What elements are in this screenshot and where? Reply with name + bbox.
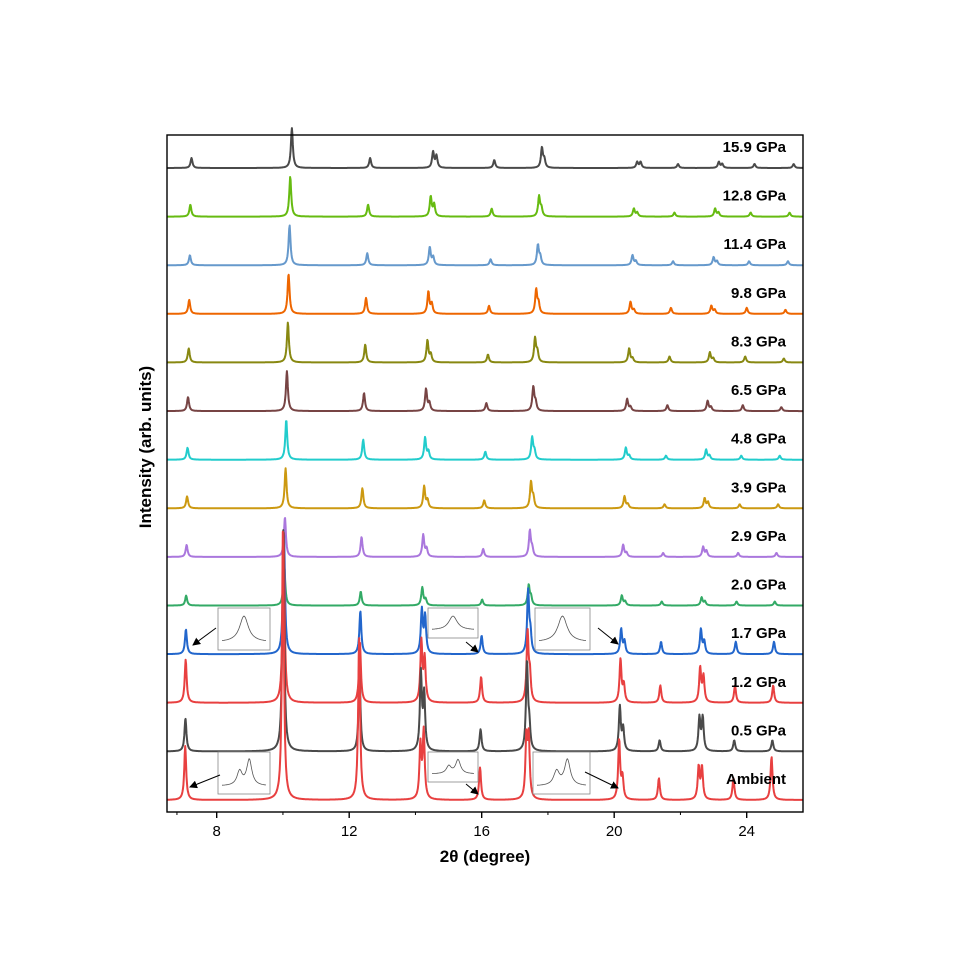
- inset-frame: [217, 607, 271, 651]
- series-label: 1.7 GPa: [731, 625, 787, 642]
- inset-frame: [427, 751, 479, 783]
- inset-arrow: [192, 627, 217, 646]
- series-line: [166, 420, 804, 461]
- series-line: [166, 530, 804, 801]
- series-line: [166, 531, 804, 704]
- axes: 8 12 16 20 24: [166, 134, 804, 840]
- x-axis-title: 2θ (degree): [440, 847, 530, 866]
- series-label: 15.9 GPa: [723, 139, 787, 156]
- series-line: [166, 127, 804, 169]
- x-tick-label: 16: [473, 823, 490, 840]
- x-tick-label: 24: [738, 823, 755, 840]
- inset-curve: [538, 615, 587, 641]
- zoom-inset: [534, 607, 619, 651]
- inset-curve: [432, 758, 474, 774]
- inset-curve: [537, 757, 587, 786]
- series-label: 2.9 GPa: [731, 528, 787, 545]
- inset-frame: [532, 751, 591, 795]
- series-label: 0.5 GPa: [731, 722, 787, 739]
- y-axis-title: Intensity (arb. units): [136, 366, 155, 528]
- series-label: 3.9 GPa: [731, 479, 787, 496]
- traces: [166, 127, 804, 801]
- inset-frame: [427, 607, 479, 639]
- inset-arrow: [584, 771, 619, 789]
- inset-curve: [222, 757, 267, 786]
- x-tick-label: 12: [341, 823, 358, 840]
- inset-curve: [432, 615, 474, 630]
- series-label: 9.8 GPa: [731, 285, 787, 302]
- insets: [189, 607, 619, 795]
- series-label: 2.0 GPa: [731, 577, 787, 594]
- series-label: Ambient: [726, 771, 786, 788]
- series-line: [166, 273, 804, 315]
- inset-arrow: [189, 774, 221, 789]
- zoom-inset: [189, 751, 271, 795]
- series-line: [166, 564, 804, 607]
- inset-curve: [221, 615, 267, 641]
- zoom-inset: [427, 751, 479, 795]
- zoom-inset: [192, 607, 271, 651]
- zoom-inset: [532, 751, 619, 795]
- inset-arrow: [465, 641, 479, 653]
- series-line: [166, 529, 804, 753]
- series-line: [166, 531, 804, 656]
- series-line: [166, 321, 804, 364]
- x-tick-label: 8: [213, 823, 221, 840]
- series-label: 11.4 GPa: [723, 236, 786, 253]
- inset-arrow: [465, 783, 479, 795]
- series-line: [166, 224, 804, 267]
- series-line: [166, 467, 804, 510]
- inset-frame: [217, 751, 271, 795]
- series-label: 8.3 GPa: [731, 333, 787, 350]
- series-line: [166, 370, 804, 413]
- series-label: 6.5 GPa: [731, 382, 787, 399]
- series-line: [166, 517, 804, 558]
- series-label: 1.2 GPa: [731, 674, 787, 691]
- inset-arrow: [597, 627, 619, 645]
- inset-frame: [534, 607, 591, 651]
- series-line: [166, 176, 804, 218]
- plot-frame: [166, 134, 804, 813]
- series-label: 4.8 GPa: [731, 431, 787, 448]
- x-tick-label: 20: [606, 823, 623, 840]
- series-labels: 15.9 GPa 12.8 GPa 11.4 GPa 9.8 GPa 8.3 GPa 6.…: [723, 139, 787, 788]
- series-label: 12.8 GPa: [723, 188, 787, 205]
- zoom-inset: [427, 607, 479, 653]
